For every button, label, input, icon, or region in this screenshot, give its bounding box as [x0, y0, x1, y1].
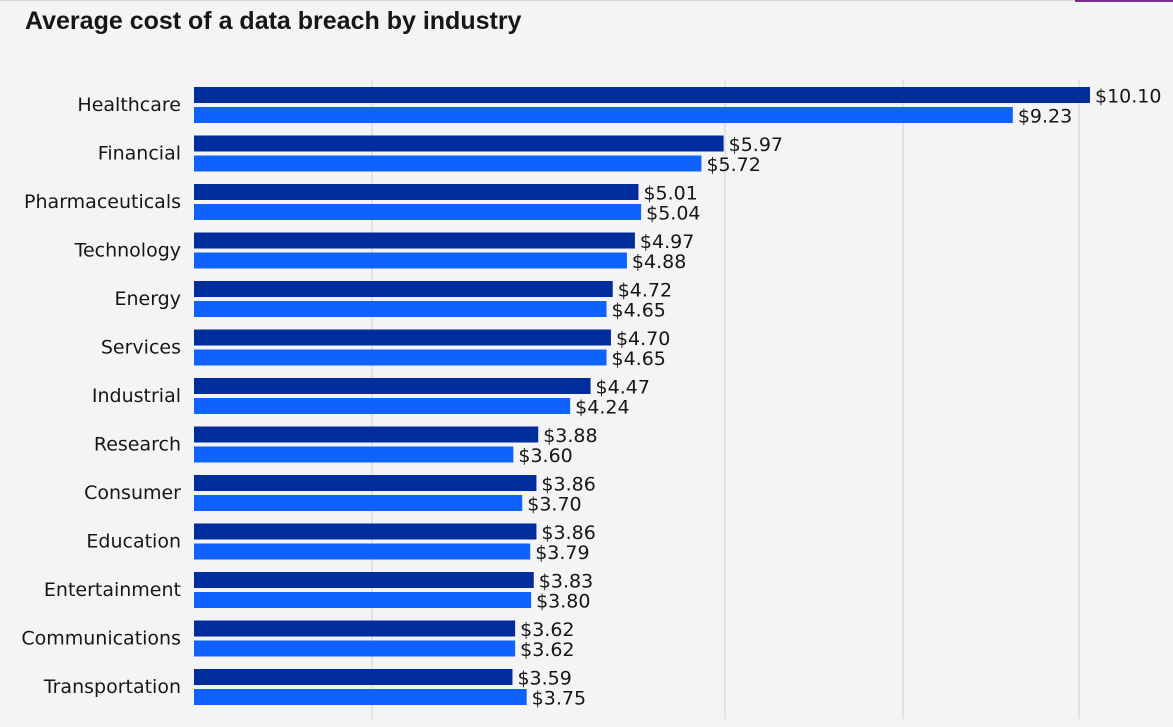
bar — [194, 572, 534, 588]
data-label: $5.01 — [643, 183, 697, 205]
bar — [194, 523, 537, 540]
bar — [194, 252, 627, 269]
bar — [194, 426, 539, 443]
bar — [194, 204, 642, 220]
data-label: $4.72 — [618, 280, 672, 302]
bar — [194, 446, 514, 463]
bar — [194, 349, 607, 366]
data-label: $3.59 — [517, 668, 571, 690]
data-label: $10.10 — [1095, 86, 1161, 108]
data-label: $9.23 — [1018, 106, 1072, 128]
category-label: Transportation — [43, 676, 181, 698]
data-label: $5.97 — [729, 134, 783, 156]
bar — [194, 592, 532, 608]
bar — [194, 107, 1013, 123]
data-label: $5.04 — [646, 203, 700, 225]
bar — [194, 620, 516, 637]
bar — [194, 689, 527, 705]
bar — [194, 378, 591, 394]
bar — [194, 398, 571, 414]
bar — [194, 135, 724, 152]
data-label: $4.24 — [575, 397, 629, 419]
bar — [194, 281, 613, 297]
bar — [194, 184, 639, 200]
data-label: $4.65 — [612, 300, 666, 322]
bar — [194, 495, 523, 511]
category-label: Technology — [74, 240, 181, 262]
chart-title: Average cost of a data breach by industr… — [25, 7, 522, 35]
data-label: $4.47 — [596, 377, 650, 399]
data-label: $4.97 — [640, 231, 694, 253]
bar — [194, 329, 611, 346]
bar — [194, 232, 635, 249]
data-label: $4.88 — [632, 251, 686, 273]
data-label: $5.72 — [706, 154, 760, 176]
bar — [194, 155, 702, 172]
bar — [194, 301, 607, 317]
data-label: $3.86 — [541, 522, 595, 544]
data-label: $3.88 — [543, 425, 597, 447]
category-label: Research — [94, 434, 181, 456]
data-label: $4.65 — [612, 348, 666, 370]
bar — [194, 87, 1090, 103]
category-label: Pharmaceuticals — [24, 191, 181, 213]
category-label: Education — [86, 531, 181, 553]
category-label: Healthcare — [77, 94, 181, 116]
data-label: $3.70 — [527, 494, 581, 516]
top-divider — [0, 0, 1173, 1]
data-label: $3.75 — [532, 688, 586, 710]
bar — [194, 640, 516, 657]
data-label: $3.79 — [535, 542, 589, 564]
data-label: $3.60 — [518, 445, 572, 467]
data-label: $3.62 — [520, 639, 574, 661]
data-label: $3.80 — [536, 591, 590, 613]
data-label: $4.70 — [616, 328, 670, 350]
category-label: Financial — [98, 143, 181, 165]
bar — [194, 669, 513, 685]
category-label: Industrial — [92, 385, 181, 407]
category-label: Consumer — [84, 482, 181, 504]
data-label: $3.62 — [520, 619, 574, 641]
data-label: $3.83 — [539, 571, 593, 593]
category-label: Communications — [21, 628, 181, 650]
category-label: Entertainment — [44, 579, 181, 601]
top-accent-bar — [1075, 0, 1173, 2]
category-label: Services — [101, 337, 181, 359]
bar — [194, 475, 537, 491]
data-label: $3.86 — [541, 474, 595, 496]
category-label: Energy — [114, 288, 181, 310]
bar — [194, 543, 531, 560]
